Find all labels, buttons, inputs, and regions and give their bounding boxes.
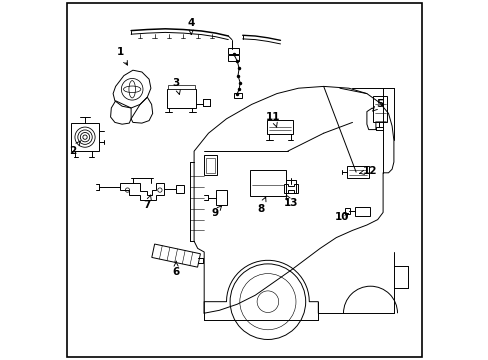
Text: 9: 9	[211, 206, 221, 218]
Text: 13: 13	[283, 195, 297, 208]
Text: 4: 4	[187, 18, 195, 35]
Bar	[176, 185, 183, 193]
Text: 5: 5	[372, 99, 382, 111]
Bar	[234, 93, 242, 98]
Bar	[205, 158, 215, 173]
Text: 12: 12	[359, 166, 376, 176]
Text: 3: 3	[172, 78, 180, 94]
Bar	[228, 55, 239, 61]
Text: 10: 10	[334, 212, 349, 222]
Bar	[285, 180, 295, 193]
Text: 7: 7	[143, 195, 151, 210]
Bar	[266, 120, 292, 134]
Bar	[215, 190, 227, 205]
Text: 1: 1	[117, 47, 127, 65]
Bar	[228, 48, 239, 54]
Bar	[346, 166, 368, 178]
Text: 8: 8	[257, 197, 265, 214]
Bar	[204, 155, 216, 175]
Bar	[168, 85, 194, 89]
Bar	[249, 170, 285, 196]
Text: 2: 2	[69, 141, 80, 156]
Text: 6: 6	[172, 261, 180, 277]
Bar	[167, 89, 196, 108]
Text: 11: 11	[265, 112, 280, 127]
Bar	[71, 123, 99, 151]
Bar	[345, 208, 349, 214]
Bar	[373, 96, 386, 122]
Bar	[355, 207, 370, 216]
